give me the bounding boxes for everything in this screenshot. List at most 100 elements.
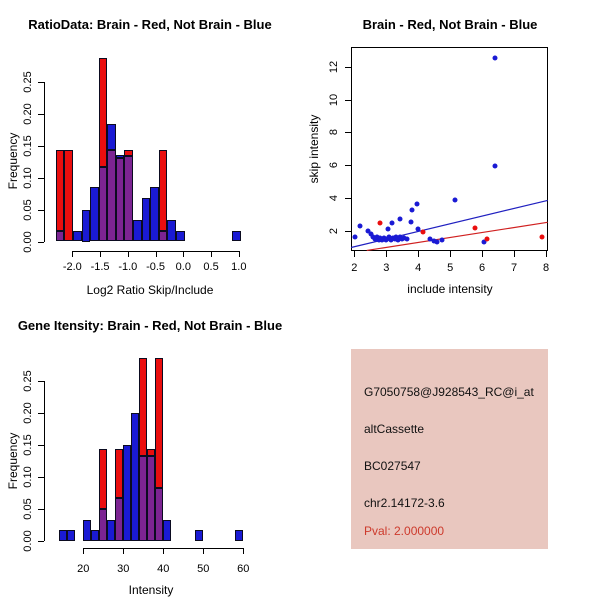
hist-bar-red (155, 357, 164, 488)
hist-bar-blue (115, 155, 125, 159)
x-tick-label: 7 (510, 262, 518, 274)
x-axis-tick (450, 250, 452, 257)
info-probe-id: G7050758@J928543_RC@i_at (364, 385, 534, 399)
y-axis-line (44, 81, 45, 242)
x-tick-label: -1.0 (118, 261, 138, 273)
scatter-point-blue (408, 219, 414, 224)
hist-bar-blue (81, 209, 91, 242)
scatter-point-blue (386, 234, 392, 240)
x-tick-label: 6 (479, 262, 486, 274)
scatter-point-blue (395, 237, 401, 243)
y-axis-tick (345, 197, 351, 199)
x-axis-tick (238, 251, 240, 257)
scatter-point-blue (365, 228, 371, 234)
ratio-hist-title: RatioData: Brain - Red, Not Brain - Blue (28, 17, 272, 32)
scatter-point-blue (492, 163, 498, 169)
x-axis-tick (546, 250, 547, 257)
y-axis-tick (38, 241, 44, 243)
gene-hist-title: Gene Itensity: Brain - Red, Not Brain - … (17, 318, 283, 333)
hist-bar-blue (132, 220, 142, 242)
x-axis-tick (100, 251, 102, 257)
info-panel: G7050758@J928543_RC@i_at altCassette BC0… (351, 349, 548, 549)
hist-bar-blue (141, 197, 151, 242)
x-axis-tick (354, 250, 356, 257)
hist-bar-blue (195, 530, 204, 541)
hist-bar-blue (131, 413, 140, 541)
scatter-point-blue (389, 220, 395, 226)
x-tick-label: 1.0 (231, 261, 247, 273)
scatter-point-red (539, 234, 545, 240)
scatter-point-blue (393, 234, 399, 240)
scatter-plot-box (351, 47, 548, 251)
hist-bar-overlap (147, 455, 156, 541)
x-axis-tick (418, 250, 420, 257)
x-axis-tick (243, 547, 245, 554)
hist-bar-overlap (55, 230, 65, 242)
ratio-hist-xlabel: Log2 Ratio Skip/Include (86, 283, 214, 297)
y-axis-tick (38, 209, 44, 211)
hist-bar-blue (107, 124, 116, 150)
hist-bar-blue (72, 230, 82, 242)
scatter-point-blue (368, 231, 374, 237)
info-accession: BC027547 (364, 459, 421, 473)
scatter-point-blue (414, 201, 420, 207)
x-tick-label: -1.5 (90, 261, 110, 273)
x-tick-label: 60 (237, 563, 250, 575)
hist-bar-red (55, 149, 65, 231)
y-axis-tick (38, 177, 44, 179)
scatter-point-blue (452, 197, 458, 203)
x-axis-tick (203, 547, 205, 554)
hist-bar-overlap (115, 158, 125, 242)
hist-bar-overlap (155, 487, 164, 541)
y-axis-tick (345, 230, 351, 232)
x-axis-tick (514, 250, 516, 257)
info-event-type: altCassette (364, 422, 425, 436)
y-axis-line (44, 381, 45, 541)
hist-bar-overlap (115, 498, 124, 541)
x-tick-label: 30 (117, 563, 130, 575)
hist-bar-red (139, 357, 148, 456)
scatter-point-blue (439, 237, 445, 243)
x-axis-tick (183, 251, 185, 257)
x-tick-label: 2 (351, 262, 358, 274)
y-axis-tick (38, 145, 44, 147)
hist-bar-blue (91, 530, 100, 541)
hist-bar-blue (163, 519, 172, 541)
y-axis-tick (345, 67, 351, 69)
scatter-xlabel: include intensity (407, 282, 493, 296)
y-tick-label: 0.25 (22, 370, 34, 392)
scatter-point-blue (427, 236, 433, 242)
scatter-point-blue (434, 239, 440, 245)
x-tick-label: 0.0 (175, 261, 191, 273)
x-axis-tick (163, 547, 165, 554)
hist-bar-red (99, 449, 108, 509)
hist-bar-overlap (158, 230, 168, 242)
hist-bar-overlap (107, 149, 116, 242)
scatter-point-red (377, 220, 383, 226)
hist-bar-blue (150, 187, 159, 242)
scatter-point-blue (352, 234, 358, 240)
hist-bar-blue (107, 519, 116, 541)
scatter-point-blue (409, 207, 415, 213)
scatter-point-blue (397, 216, 403, 222)
scatter-point-blue (357, 223, 363, 229)
y-axis-tick (38, 445, 44, 446)
x-tick-label: 8 (542, 262, 550, 274)
hist-bar-overlap (99, 509, 108, 541)
y-tick-label: 0.05 (22, 498, 34, 520)
hist-bar-blue (175, 230, 185, 242)
hist-bar-blue (90, 187, 99, 242)
x-tick-label: 4 (415, 262, 422, 274)
x-axis-tick (386, 250, 388, 257)
x-axis-tick (72, 251, 74, 257)
x-tick-label: 20 (77, 563, 90, 575)
hist-bar-blue (235, 530, 244, 541)
y-axis-tick (345, 99, 351, 101)
scatter-title: Brain - Red, Not Brain - Blue (362, 17, 538, 32)
x-tick-label: 40 (157, 563, 170, 575)
x-axis-tick (211, 251, 213, 257)
scatter-point-blue (381, 235, 387, 241)
hist-bar-red (98, 58, 108, 167)
hist-bar-red (158, 149, 168, 231)
